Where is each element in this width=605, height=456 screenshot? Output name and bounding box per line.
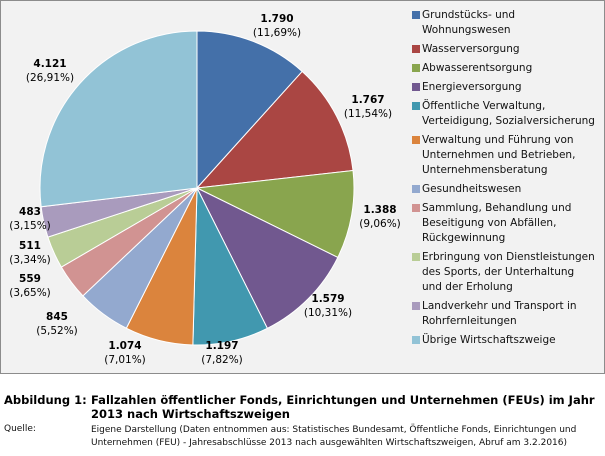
data-label-value: 483 <box>19 206 41 218</box>
pie-slice <box>39 30 198 208</box>
legend-label: Verteidigung, Sozialversicherung <box>422 115 595 127</box>
legend-swatch <box>412 253 420 261</box>
data-label-value: 1.074 <box>108 340 141 352</box>
data-label-percent: (7,01%) <box>104 354 146 366</box>
data-label-value: 1.388 <box>363 204 396 216</box>
legend-swatch <box>412 11 420 19</box>
legend-item: Gesundheitswesen <box>412 182 604 197</box>
legend-swatch <box>412 102 420 110</box>
pie-slice <box>196 30 303 190</box>
legend-item: Öffentliche Verwaltung, Verteidigung, Soz… <box>412 99 604 129</box>
legend: Grundstücks- und Wohnungswesen Wasserverso… <box>412 8 604 352</box>
data-label-value: 1.579 <box>311 293 344 305</box>
caption-text: Fallzahlen öffentlicher Fonds, Einrichtu… <box>91 393 595 421</box>
data-label-percent: (5,52%) <box>36 325 78 337</box>
legend-label: und der Erholung <box>422 281 513 293</box>
data-label-value: 559 <box>19 273 41 285</box>
data-label-value: 4.121 <box>33 58 66 70</box>
pie-slice <box>195 186 339 330</box>
data-label-percent: (10,31%) <box>304 307 352 319</box>
data-label-percent: (7,82%) <box>201 354 243 366</box>
legend-swatch <box>412 45 420 53</box>
legend-label: Beseitigung von Abfällen, <box>422 217 557 229</box>
legend-item: Verwaltung und Führung von Unternehmen un… <box>412 133 604 178</box>
legend-swatch <box>412 336 420 344</box>
data-label-value: 511 <box>19 240 41 252</box>
legend-swatch <box>412 83 420 91</box>
legend-swatch <box>412 136 420 144</box>
legend-swatch <box>412 302 420 310</box>
legend-item: Abwasserentsorgung <box>412 61 604 76</box>
legend-label: Verwaltung und Führung von <box>422 134 574 146</box>
data-label-percent: (11,54%) <box>344 108 392 120</box>
legend-label: Erbringung von Dienstleistungen <box>422 251 595 263</box>
legend-label: Energieversorgung <box>422 81 522 93</box>
legend-label: Unternehmen und Betrieben, <box>422 149 576 161</box>
legend-item: Sammlung, Behandlung und Beseitigung von … <box>412 201 604 246</box>
source-text: Eigene Darstellung (Daten entnommen aus:… <box>91 425 577 448</box>
data-label-percent: (9,06%) <box>359 218 401 230</box>
data-label-value: 1.197 <box>205 340 238 352</box>
legend-label: Landverkehr und Transport in <box>422 300 577 312</box>
data-label-value: 1.767 <box>351 94 384 106</box>
legend-item: Erbringung von Dienstleistungen des Sport… <box>412 250 604 295</box>
legend-item: Landverkehr und Transport in Rohrfernleit… <box>412 299 604 329</box>
legend-swatch <box>412 204 420 212</box>
legend-label: Wohnungswesen <box>422 24 511 36</box>
legend-label: des Sports, der Unterhaltung <box>422 266 575 278</box>
legend-label: Sammlung, Behandlung und <box>422 202 572 214</box>
legend-label: Rückgewinnung <box>422 232 506 244</box>
data-label-value: 845 <box>46 311 68 323</box>
source-label: Quelle: <box>4 424 36 434</box>
legend-swatch <box>412 64 420 72</box>
pie-chart: 1.790 (11,69%) 1.767 (11,54%) 1.388 (9,06%) 1.… <box>9 13 401 366</box>
legend-label: Gesundheitswesen <box>422 183 522 195</box>
legend-item: Übrige Wirtschaftszweige <box>412 333 604 348</box>
pie-slice <box>195 70 354 189</box>
data-label-percent: (3,34%) <box>9 254 51 266</box>
legend-item: Grundstücks- und Wohnungswesen <box>412 8 604 38</box>
legend-item: Energieversorgung <box>412 80 604 95</box>
legend-item: Wasserversorgung <box>412 42 604 57</box>
legend-swatch <box>412 185 420 193</box>
legend-label: Abwasserentsorgung <box>422 62 533 74</box>
data-label-percent: (26,91%) <box>26 72 74 84</box>
data-label-percent: (11,69%) <box>253 27 301 39</box>
pie-slice <box>195 169 355 259</box>
legend-label: Öffentliche Verwaltung, <box>422 100 546 112</box>
legend-label: Grundstücks- und <box>422 9 516 21</box>
legend-label: Rohrfernleitungen <box>422 315 517 327</box>
legend-label: Unternehmensberatung <box>422 164 548 176</box>
legend-label: Wasserversorgung <box>422 43 520 55</box>
data-label-percent: (3,15%) <box>9 220 51 232</box>
data-label-percent: (3,65%) <box>9 287 51 299</box>
legend-label: Übrige Wirtschaftszweige <box>422 334 556 346</box>
caption-label: Abbildung 1: <box>4 393 87 407</box>
data-label-value: 1.790 <box>260 13 293 25</box>
